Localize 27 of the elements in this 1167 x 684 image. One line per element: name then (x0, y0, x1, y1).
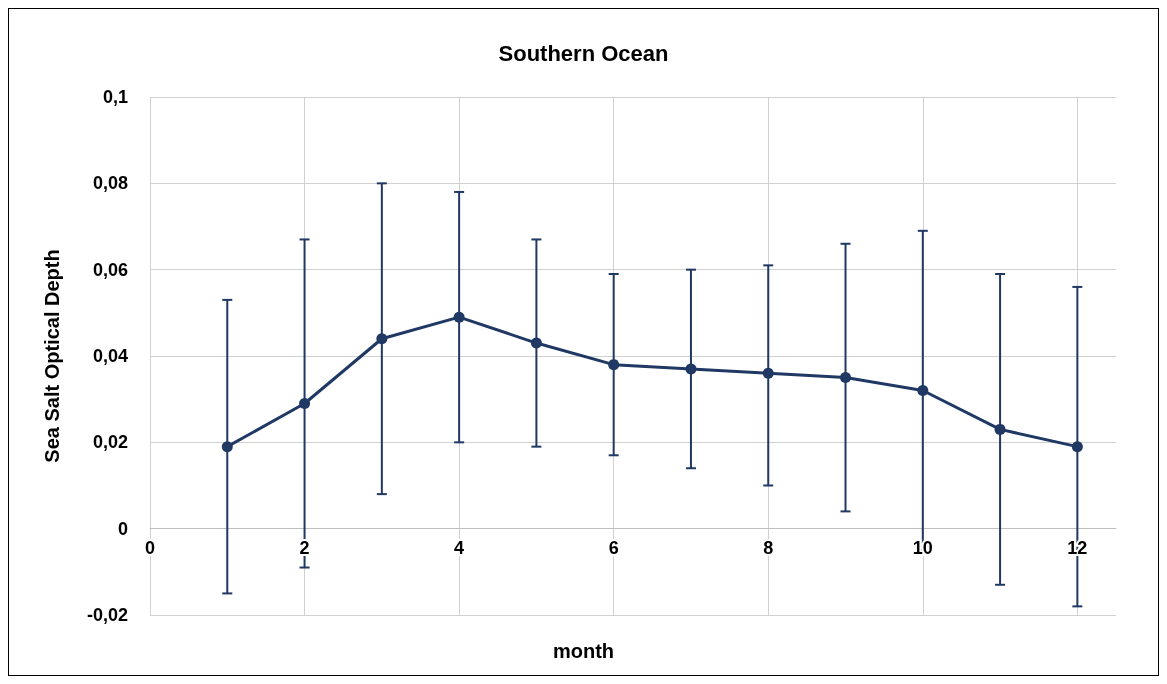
x-axis-title: month (552, 640, 615, 662)
point (299, 397, 311, 409)
point (221, 441, 233, 453)
point (917, 385, 929, 397)
x-tick-label: 4 (454, 537, 465, 558)
x-tick-label: 10 (912, 537, 933, 558)
y-tick-label: -0,02 (86, 605, 128, 625)
y-tick-label: 0,06 (92, 259, 128, 280)
y-tick-label: 0,04 (92, 346, 128, 366)
x-tick-label: 6 (608, 537, 619, 558)
point (530, 337, 542, 349)
point (685, 363, 697, 375)
point (762, 367, 774, 379)
chart-title: Southern Ocean (498, 40, 669, 66)
y-axis-title: Sea Salt Optical Depth (41, 249, 63, 463)
point (453, 311, 465, 323)
point (1071, 441, 1083, 453)
point (376, 333, 388, 345)
point (840, 372, 852, 384)
point (994, 423, 1006, 435)
point (608, 359, 620, 371)
y-tick-label: 0 (117, 518, 128, 539)
y-tick-label: 0,02 (92, 432, 128, 453)
x-tick-label: 0 (144, 537, 156, 558)
x-tick-label: 8 (763, 537, 774, 558)
y-tick-label: 0,1 (102, 87, 128, 107)
y-tick-label: 0,08 (92, 173, 128, 194)
